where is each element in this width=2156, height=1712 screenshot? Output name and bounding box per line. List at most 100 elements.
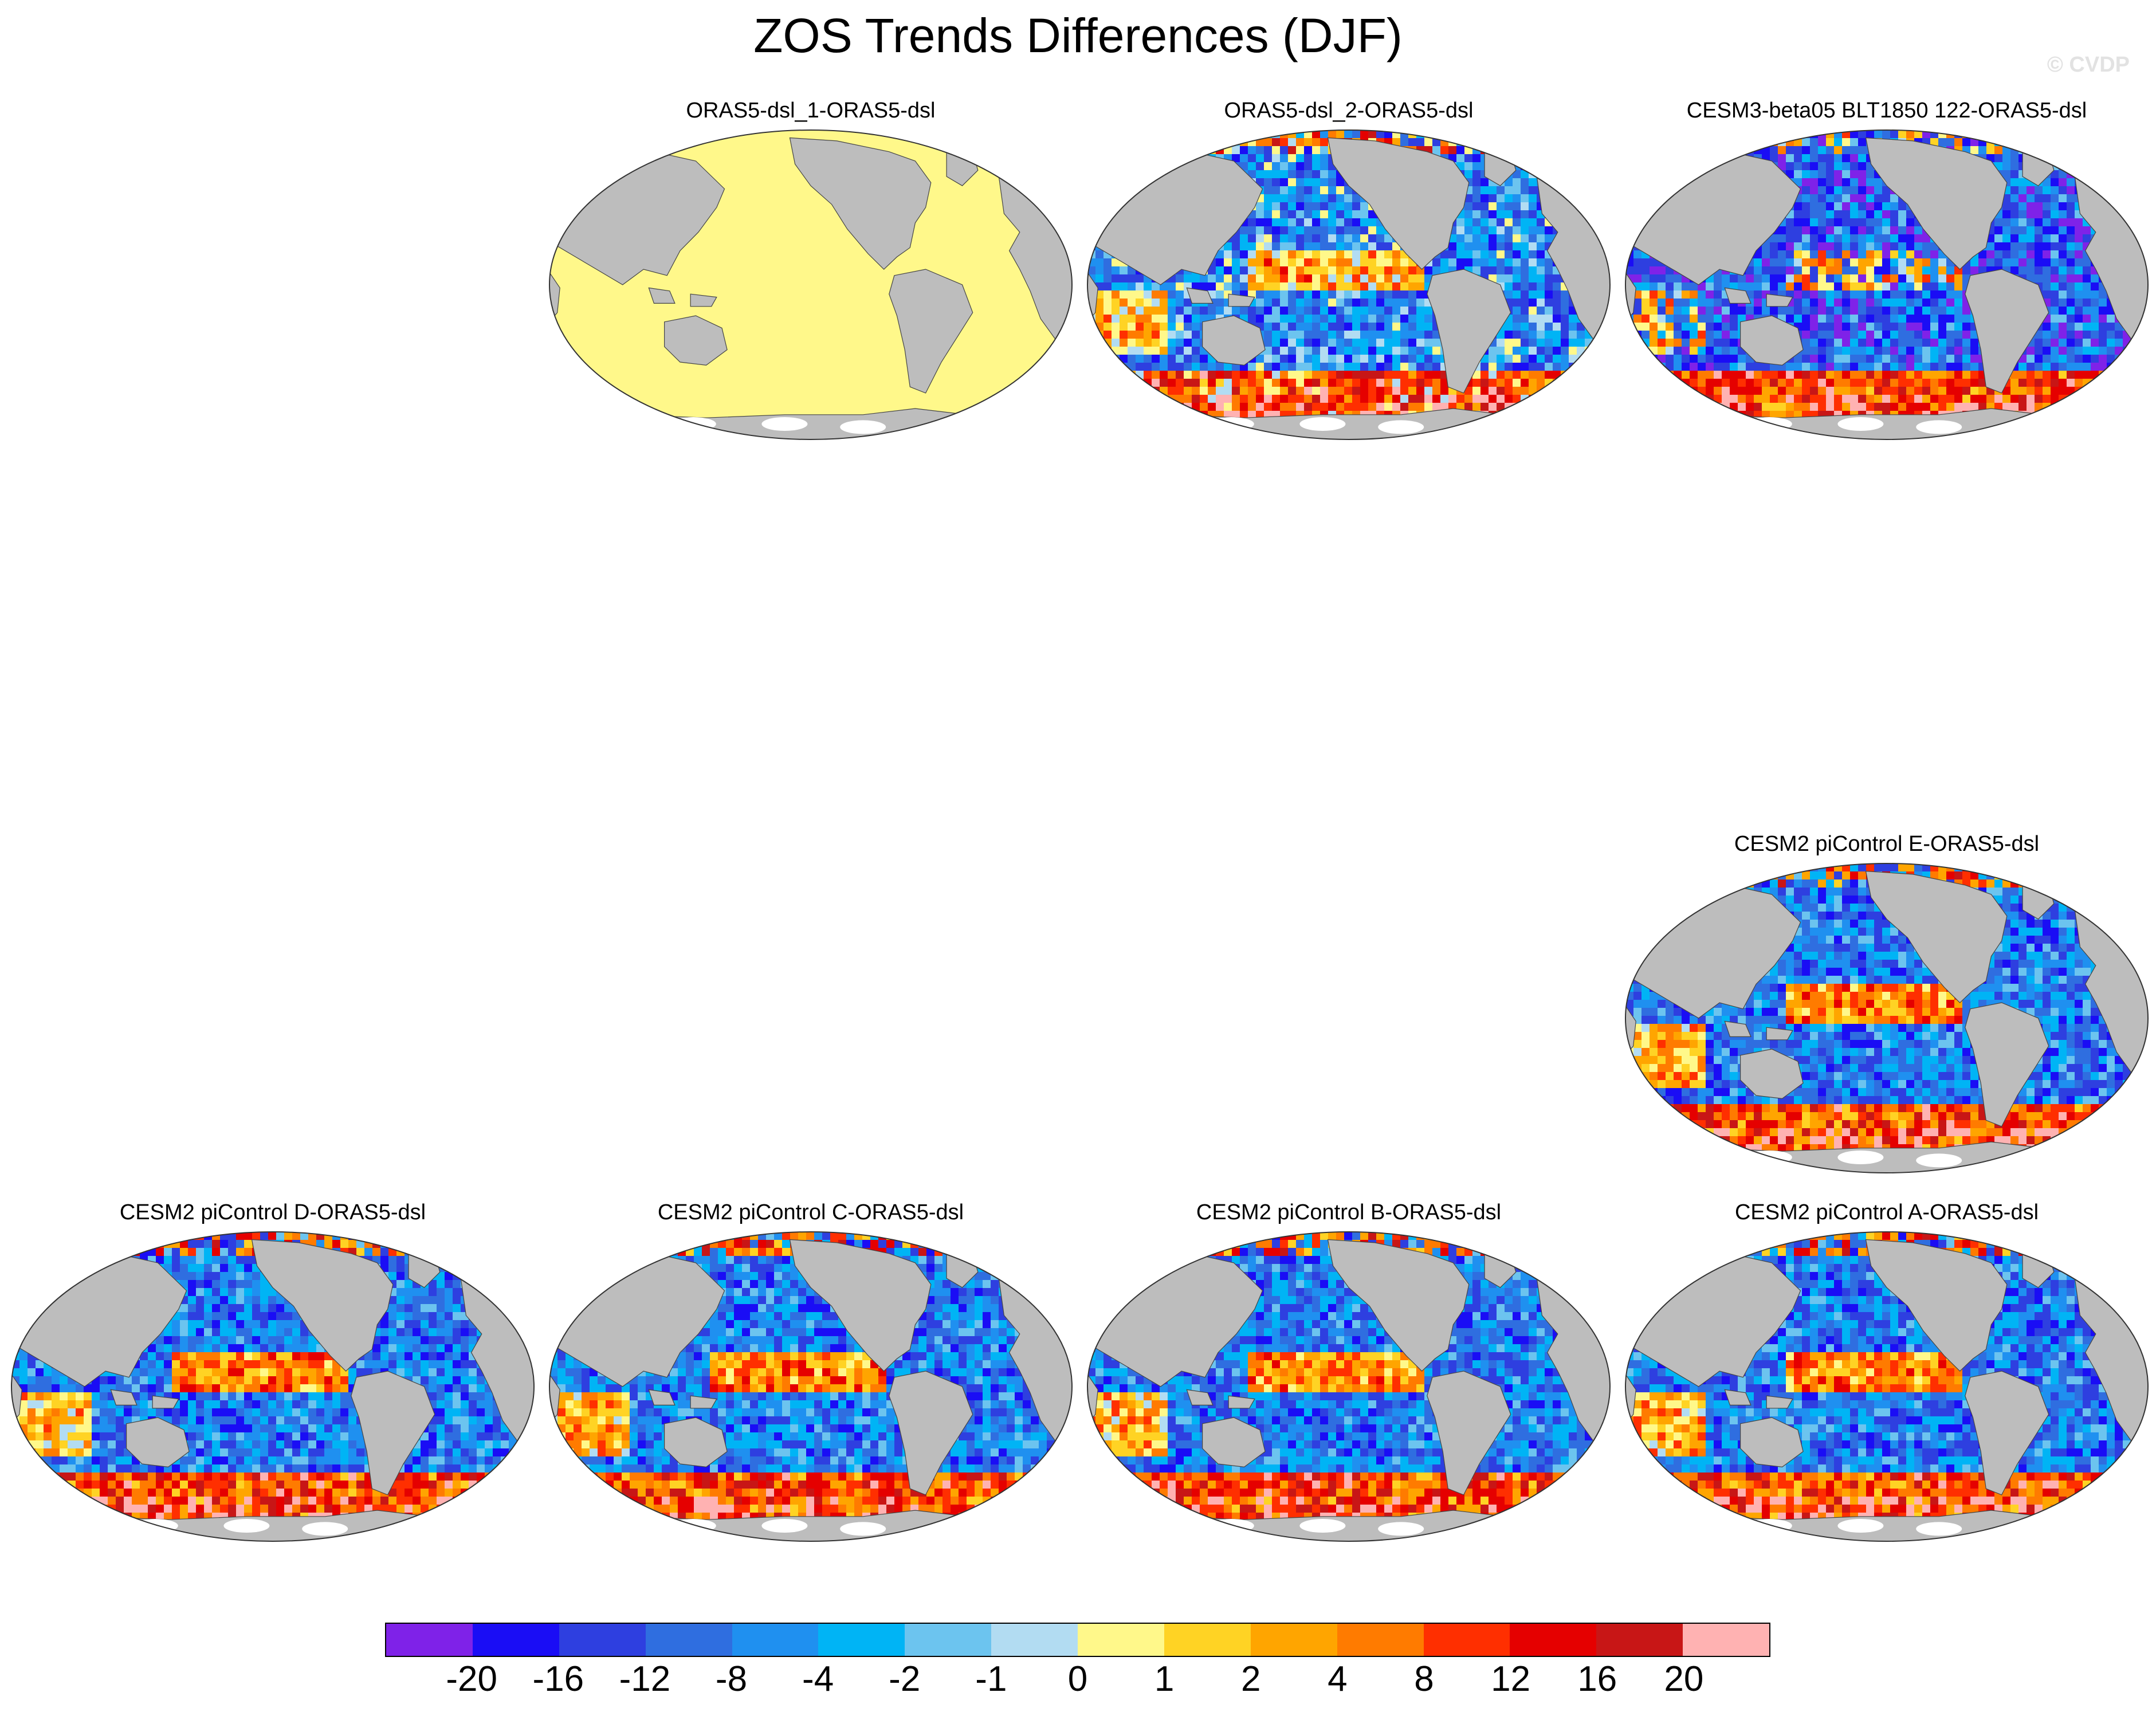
colorbar-swatch — [991, 1624, 1078, 1656]
landmass — [690, 293, 717, 307]
panel-title: CESM3-beta05 BLT1850 122-ORAS5-dsl — [1686, 99, 2087, 123]
world-map — [549, 1231, 1073, 1542]
ice-patch — [840, 1522, 886, 1536]
ice-patch — [761, 417, 808, 431]
colorbar-tick-label: -8 — [715, 1659, 748, 1699]
landmass — [1965, 269, 2049, 394]
landmass — [1724, 1389, 1751, 1405]
panel-title: ORAS5-dsl_1-ORAS5-dsl — [686, 99, 936, 123]
ice-patch — [1208, 1519, 1254, 1533]
colorbar-swatch — [386, 1624, 473, 1656]
ice-patch — [1916, 420, 1962, 434]
landmass — [648, 1389, 676, 1405]
world-map — [1087, 129, 1611, 440]
landmass — [1724, 1020, 1751, 1037]
colorbar-tick-label: 2 — [1241, 1659, 1261, 1699]
landmass — [1740, 1417, 1804, 1468]
map-border — [1087, 1231, 1611, 1542]
landmass — [1327, 1239, 1470, 1372]
colorbar-swatch — [818, 1624, 905, 1656]
map-border — [1625, 129, 2149, 440]
map-panel-3: CESM3-beta05 BLT1850 122-ORAS5-dsl — [1623, 99, 2150, 442]
map-panel-4: CESM2 piControl E-ORAS5-dsl — [1623, 832, 2150, 1176]
map-border — [549, 1231, 1073, 1542]
ice-patch — [1299, 1519, 1346, 1533]
colorbar-tick-label: -2 — [889, 1659, 921, 1699]
landmass — [889, 269, 973, 394]
ice-patch — [1746, 1519, 1792, 1533]
ice-patch — [1299, 417, 1346, 431]
ice-patch — [1746, 1151, 1792, 1164]
landmass — [1202, 315, 1266, 366]
landmass — [251, 1239, 394, 1372]
colorbar-tick-label: -1 — [975, 1659, 1007, 1699]
colorbar — [385, 1623, 1770, 1657]
landmass — [1865, 1239, 2008, 1372]
colorbar-swatch — [1164, 1624, 1251, 1656]
landmass — [664, 1417, 728, 1468]
landmass — [1865, 137, 2008, 270]
landmass — [889, 1371, 973, 1495]
continents — [1625, 1239, 2148, 1541]
landmass — [1186, 287, 1214, 304]
landmass — [789, 1239, 932, 1372]
landmass — [1766, 293, 1793, 307]
landmass — [690, 1395, 717, 1409]
ice-patch — [670, 417, 716, 431]
colorbar-swatch — [1337, 1624, 1424, 1656]
landmass — [1202, 1417, 1266, 1468]
ice-patch — [1837, 417, 1884, 431]
landmass — [1228, 293, 1255, 307]
landmass — [1740, 1049, 1804, 1100]
world-map — [549, 129, 1073, 440]
watermark: © CVDP — [2047, 53, 2130, 77]
ice-patch — [761, 1519, 808, 1533]
world-map — [11, 1231, 535, 1542]
ice-patch — [1746, 417, 1792, 431]
colorbar-swatch — [1250, 1624, 1337, 1656]
ice-patch — [223, 1519, 270, 1533]
world-map — [1087, 1231, 1611, 1542]
map-border — [1087, 129, 1611, 440]
panel-title: CESM2 piControl A-ORAS5-dsl — [1734, 1200, 2039, 1224]
colorbar-tick-label: 20 — [1664, 1659, 1704, 1699]
landmass — [648, 287, 676, 304]
landmass — [1865, 870, 2008, 1003]
colorbar-swatch — [905, 1624, 992, 1656]
landmass — [1427, 269, 1511, 394]
map-panel-2: ORAS5-dsl_2-ORAS5-dsl — [1085, 99, 1612, 442]
map-panel-1: ORAS5-dsl_1-ORAS5-dsl — [547, 99, 1074, 442]
landmass — [664, 315, 728, 366]
colorbar-swatch — [1596, 1624, 1683, 1656]
colorbar-swatch — [1683, 1624, 1769, 1656]
landmass — [1327, 137, 1470, 270]
map-border — [1625, 863, 2149, 1173]
colorbar-tick-label: -16 — [532, 1659, 584, 1699]
landmass — [789, 137, 932, 270]
colorbar-labels: -20 -16 -12 -8 -4 -2 -1 0 1 2 4 8 12 16 20 — [385, 1659, 1770, 1705]
page-title: ZOS Trends Differences (DJF) — [753, 9, 1403, 62]
colorbar-swatch — [559, 1624, 646, 1656]
map-panel-7: CESM2 piControl B-ORAS5-dsl — [1085, 1200, 1612, 1544]
landmass — [1766, 1027, 1793, 1040]
ice-patch — [1916, 1153, 1962, 1168]
landmass — [110, 1389, 138, 1405]
ice-patch — [1837, 1151, 1884, 1164]
colorbar-tick-label: 4 — [1328, 1659, 1348, 1699]
ice-patch — [1916, 1522, 1962, 1536]
landmass — [1766, 1395, 1793, 1409]
landmass — [1740, 315, 1804, 366]
map-border — [11, 1231, 535, 1542]
colorbar-swatch — [645, 1624, 732, 1656]
ice-patch — [1837, 1519, 1884, 1533]
ice-patch — [1378, 420, 1424, 434]
ice-patch — [1208, 417, 1254, 431]
world-map — [1625, 863, 2149, 1173]
landmass — [1724, 287, 1751, 304]
colorbar-swatch — [1078, 1624, 1164, 1656]
world-map — [1625, 1231, 2149, 1542]
colorbar-tick-label: -4 — [802, 1659, 834, 1699]
map-border — [1625, 1231, 2149, 1542]
map-panel-6: CESM2 piControl C-ORAS5-dsl — [547, 1200, 1074, 1544]
ice-patch — [840, 420, 886, 434]
